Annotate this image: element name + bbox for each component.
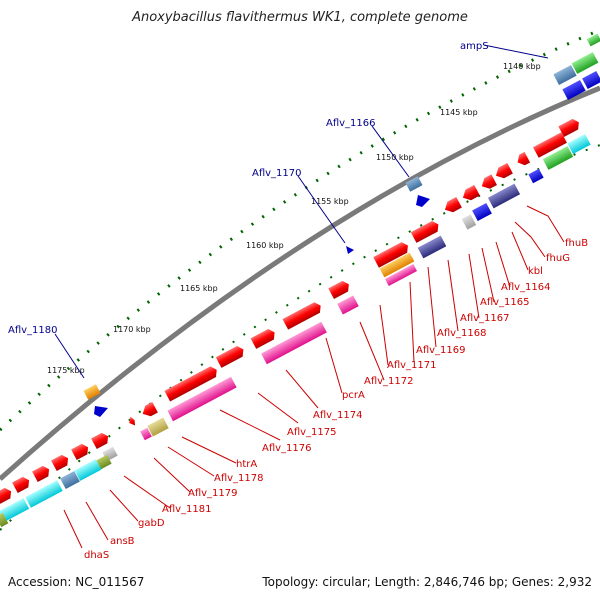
map-title: Anoxybacillus flavithermus WK1, complete…	[132, 10, 468, 25]
gene-label: pcrA	[342, 390, 365, 401]
gene-label: Aflv_1181	[162, 504, 212, 515]
gene-label: Aflv_1169	[416, 345, 466, 356]
gene-label: Aflv_1174	[313, 410, 363, 421]
cog-track	[0, 134, 591, 528]
gene-label: Aflv_1172	[364, 376, 414, 387]
genome-backbone	[0, 85, 600, 481]
gene-labels: fhuB fhuG kbl Aflv_1164 Aflv_1165 Aflv_1…	[84, 238, 588, 561]
gene-leader-lines	[63, 205, 565, 549]
cds-track	[0, 118, 579, 505]
gene-label: fhuB	[565, 238, 588, 249]
gene-label: Aflv_1167	[460, 313, 510, 324]
callout-label: Aflv_1180	[8, 325, 58, 336]
callout-label: Aflv_1170	[252, 168, 302, 179]
scale-label: 1155 kbp	[311, 197, 349, 206]
callout-features: ampS Aflv_1166 Aflv_1170 Aflv_1180	[8, 33, 600, 417]
scale-label: 1140 kbp	[503, 62, 541, 71]
gene-label: Aflv_1178	[214, 473, 264, 484]
gene-label: Aflv_1165	[480, 297, 530, 308]
gene-label: dhaS	[84, 550, 109, 561]
gene-label: Aflv_1164	[501, 282, 551, 293]
scale-label: 1145 kbp	[440, 108, 478, 117]
callout-label: Aflv_1166	[326, 118, 376, 129]
gene-label: Aflv_1179	[188, 488, 238, 499]
scale-label: 1165 kbp	[180, 284, 218, 293]
coordinate-arc	[0, 28, 600, 432]
gene-label: Aflv_1175	[287, 427, 337, 438]
gene-label: htrA	[236, 459, 257, 470]
gene-label: ansB	[110, 536, 135, 547]
gene-label: Aflv_1171	[387, 360, 437, 371]
scale-label: 1175 kbp	[47, 366, 85, 375]
topology-text: Topology: circular; Length: 2,846,746 bp…	[262, 575, 592, 589]
accession-text: Accession: NC_011567	[8, 575, 145, 589]
gene-label: fhuG	[546, 253, 570, 264]
scale-label: 1170 kbp	[113, 325, 151, 334]
gene-label: Aflv_1168	[437, 328, 487, 339]
callout-label: ampS	[460, 41, 489, 52]
gene-label: gabD	[138, 518, 165, 529]
gene-label: kbl	[528, 266, 543, 277]
gene-label: Aflv_1176	[262, 443, 312, 454]
scale-label: 1160 kbp	[246, 241, 284, 250]
